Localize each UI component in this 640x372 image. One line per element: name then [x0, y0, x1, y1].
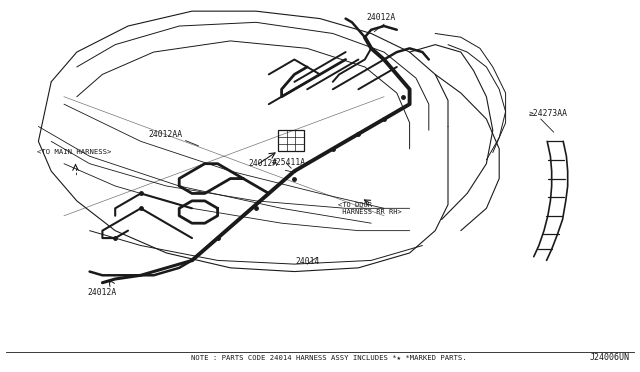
Text: NOTE : PARTS CODE 24014 HARNESS ASSY INCLUDES *★ *MARKED PARTS.: NOTE : PARTS CODE 24014 HARNESS ASSY INC…: [191, 355, 467, 361]
Text: 24012AA: 24012AA: [148, 130, 182, 139]
Text: <TO MAIN HARNESS>: <TO MAIN HARNESS>: [37, 150, 111, 155]
Text: 24014: 24014: [296, 257, 320, 266]
Text: 24012A: 24012A: [367, 13, 396, 22]
Text: 24012A: 24012A: [87, 288, 116, 297]
Text: <TO DOOR
 HARNESS RR RH>: <TO DOOR HARNESS RR RH>: [338, 202, 402, 215]
Bar: [278, 130, 304, 151]
Text: J24006UN: J24006UN: [589, 353, 629, 362]
Text: ≥24273AA: ≥24273AA: [529, 109, 568, 118]
Text: #25411A: #25411A: [272, 158, 306, 167]
Text: 24012A: 24012A: [248, 159, 278, 168]
